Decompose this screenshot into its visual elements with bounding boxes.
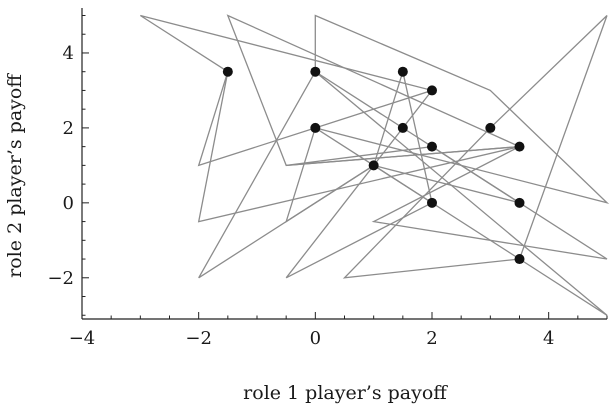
data-point-12 (514, 197, 525, 208)
payoff-polygon-6 (314, 14, 610, 205)
payoff-points (222, 66, 525, 265)
x-tick-label: 2 (426, 328, 437, 349)
payoff-polygon-3 (198, 71, 608, 316)
x-tick-label: 0 (310, 328, 321, 349)
data-point-8 (427, 141, 437, 152)
data-point-5 (310, 122, 321, 133)
y-tick-label: −2 (47, 268, 74, 289)
data-point-1 (222, 66, 233, 77)
y-axis-title: role 2 player’s payoff (4, 73, 26, 278)
data-point-4 (427, 85, 437, 96)
y-tick-label: 4 (63, 43, 74, 64)
data-point-10 (368, 160, 379, 171)
data-point-11 (427, 197, 437, 208)
payoff-polygon-9 (372, 90, 520, 204)
data-point-7 (485, 122, 496, 133)
y-tick-label: 2 (63, 118, 74, 139)
data-point-6 (397, 122, 408, 133)
x-tick-label: 4 (543, 328, 554, 349)
data-point-9 (514, 141, 525, 152)
data-point-2 (310, 66, 321, 77)
y-axis-ticks: −2 0 2 4 (47, 14, 89, 316)
payoff-polygon-1 (139, 14, 435, 167)
x-axis-title: role 1 player’s payoff (243, 382, 448, 404)
y-tick-label: 0 (63, 193, 74, 214)
axes (81, 8, 607, 320)
data-point-3 (397, 66, 408, 77)
payoff-polygon-5 (285, 71, 433, 279)
x-axis-ticks: −4 −2 0 2 4 (69, 312, 608, 349)
x-tick-label: −2 (185, 328, 212, 349)
x-tick-label: −4 (69, 328, 96, 349)
data-point-13 (514, 254, 525, 265)
